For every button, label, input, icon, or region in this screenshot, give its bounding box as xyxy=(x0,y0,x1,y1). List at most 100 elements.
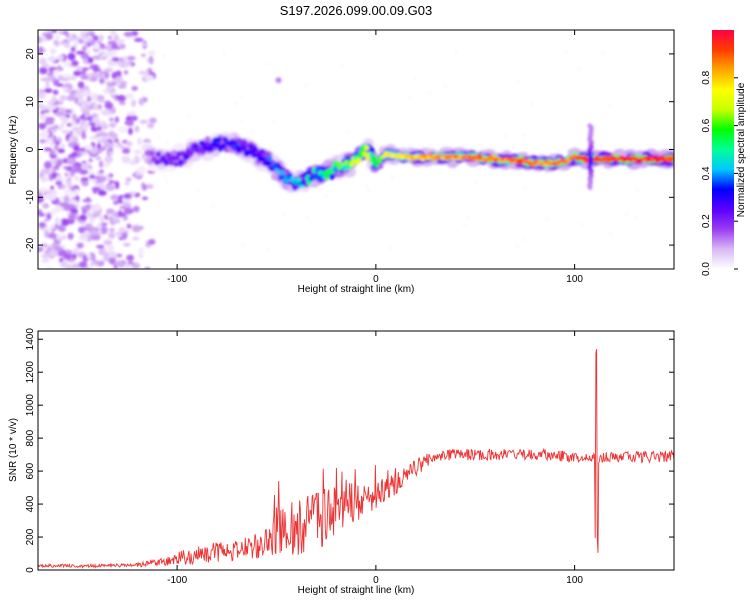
noise-blob xyxy=(98,248,106,256)
noise-dot xyxy=(162,54,165,58)
noise-blob xyxy=(104,102,114,110)
noise-blob xyxy=(60,143,66,149)
noise-blob xyxy=(98,160,104,168)
ridge-blob xyxy=(362,151,368,157)
noise-blob xyxy=(89,230,99,236)
noise-blob xyxy=(85,204,92,209)
snr-y-tick-label: 400 xyxy=(25,495,36,512)
noise-blob xyxy=(80,74,90,80)
noise-blob xyxy=(92,55,101,60)
noise-dot xyxy=(234,102,238,105)
spectrogram-x-tick-label: 100 xyxy=(566,274,583,285)
noise-blob xyxy=(73,70,82,77)
noise-blob xyxy=(72,247,80,255)
noise-dot xyxy=(367,189,370,192)
noise-dot xyxy=(414,77,417,80)
noise-dot xyxy=(283,213,286,216)
noise-blob xyxy=(51,30,58,34)
noise-blob xyxy=(68,34,74,42)
colorbar-scale xyxy=(712,30,734,269)
noise-blob xyxy=(71,151,78,157)
spectrogram-y-tick-label: 20 xyxy=(25,48,36,60)
noise-dot xyxy=(223,52,226,55)
noise-blob xyxy=(54,197,60,204)
noise-blob xyxy=(79,214,87,221)
noise-blob xyxy=(119,205,128,210)
noise-blob xyxy=(109,179,114,184)
noise-blob xyxy=(52,89,59,96)
noise-blob xyxy=(86,251,91,259)
ridge-blob xyxy=(216,137,222,143)
snr-x-tick-label: -100 xyxy=(167,575,187,586)
noise-dot xyxy=(516,80,520,83)
noise-blob xyxy=(149,56,154,65)
snr-plot-area xyxy=(38,331,674,570)
noise-blob xyxy=(132,157,142,162)
noise-blob xyxy=(108,228,116,232)
noise-dot xyxy=(564,50,568,53)
noise-blob xyxy=(91,186,101,192)
noise-blob xyxy=(138,247,145,255)
noise-blob xyxy=(100,123,109,130)
noise-blob xyxy=(93,203,101,211)
isolated-blob xyxy=(275,77,282,84)
noise-dot xyxy=(157,136,161,139)
noise-blob xyxy=(107,35,113,40)
spectrogram-y-tick-label: 10 xyxy=(25,96,36,108)
noise-blob xyxy=(94,133,104,138)
noise-blob xyxy=(99,169,104,173)
ridge-blob xyxy=(349,161,356,167)
noise-blob xyxy=(89,261,95,267)
noise-blob xyxy=(87,56,94,64)
noise-blob xyxy=(54,74,60,80)
noise-blob xyxy=(38,222,46,228)
noise-dot xyxy=(454,51,458,54)
noise-blob xyxy=(109,121,117,129)
noise-blob xyxy=(101,137,107,145)
ridge-blob xyxy=(419,157,425,161)
noise-blob xyxy=(74,175,79,182)
noise-blob xyxy=(82,209,87,215)
noise-dot xyxy=(251,129,255,132)
noise-blob xyxy=(75,117,81,124)
noise-blob xyxy=(122,56,128,61)
snr-x-tick-label: 100 xyxy=(566,575,583,586)
noise-blob xyxy=(141,184,147,191)
ridge-blob xyxy=(205,141,211,148)
noise-blob xyxy=(134,125,140,133)
noise-blob xyxy=(81,131,86,139)
noise-blob xyxy=(96,95,105,101)
noise-blob xyxy=(53,164,60,170)
noise-blob xyxy=(91,253,96,262)
noise-blob xyxy=(53,145,60,151)
colorbar-ticks: 0.0 0.2 0.4 0.6 0.8 xyxy=(701,70,738,276)
noise-dot xyxy=(325,194,328,197)
ridge-blob xyxy=(276,164,282,170)
ridge-blob xyxy=(252,146,259,152)
noise-blob xyxy=(84,223,93,229)
ridge-blob xyxy=(184,154,190,161)
noise-blob xyxy=(110,30,117,36)
noise-blob xyxy=(126,223,132,229)
noise-blob xyxy=(83,230,90,237)
noise-blob xyxy=(55,180,63,186)
ridge-blob xyxy=(279,170,286,176)
noise-blob xyxy=(56,159,63,167)
noise-blob xyxy=(100,222,108,226)
noise-dot xyxy=(266,63,269,66)
noise-blob xyxy=(116,253,123,258)
noise-blob xyxy=(144,266,151,269)
noise-blob xyxy=(44,88,53,93)
noise-dot xyxy=(391,176,394,179)
noise-dot xyxy=(187,114,191,118)
noise-blob xyxy=(58,100,63,105)
spectrogram-noise-blobs xyxy=(38,30,639,269)
noise-dot xyxy=(242,243,245,247)
noise-blob xyxy=(62,73,72,79)
noise-blob xyxy=(76,66,83,71)
noise-blob xyxy=(61,184,66,189)
noise-blob xyxy=(70,168,77,174)
noise-blob xyxy=(124,120,134,126)
noise-blob xyxy=(145,183,154,189)
noise-blob xyxy=(60,260,69,268)
